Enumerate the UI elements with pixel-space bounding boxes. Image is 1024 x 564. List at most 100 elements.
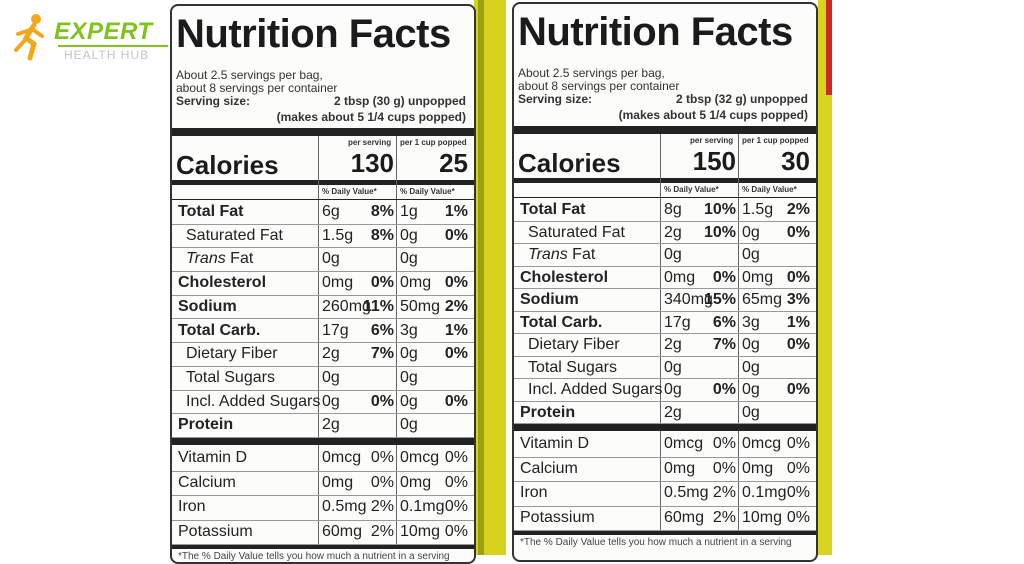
logo-sub-text: HEALTH HUB [64,48,150,62]
nutrient-name: Total Fat [520,201,586,218]
dv-per-serving: 0% [370,392,394,410]
vitamin-name: Vitamin D [178,449,248,466]
nutrient-name: Cholesterol [520,268,609,286]
package-strip-right-yellow [818,0,832,555]
dv-per-cup: 0% [444,392,468,410]
amount-per-cup: 0g [742,223,760,241]
dv-per-serving: 6% [370,321,394,339]
nutrient-row: Trans Fat 0g 0g [514,243,816,267]
per-cup-header: per 1 cup popped [400,138,467,147]
amount-per-serving: 0g [322,250,340,268]
footer-rule [172,545,474,549]
thick-rule [514,126,816,134]
amount-per-serving: 2g [664,223,682,241]
amount-per-cup: 0g [742,246,760,263]
nutrient-row: Total Fat 6g 8% 1g 1% [172,200,474,225]
daily-value-header-2: % Daily Value* [742,185,797,194]
nutrient-name: Total Sugars [186,368,275,386]
amount-per-serving: 0mg [322,274,354,292]
daily-value-header-1: % Daily Value* [664,185,719,194]
nutrient-row: Total Fat 8g 10% 1.5g 2% [514,198,816,222]
column-divider-2 [738,134,739,534]
amount-per-serving: 0g [322,392,340,410]
amount-per-serving: 340mg [664,291,713,308]
dv-per-cup: 1% [786,313,810,331]
calories-per-cup: 25 [439,148,468,178]
column-divider-1 [660,134,661,534]
vitamin-dv-per-serving: 0% [370,449,394,466]
nutrient-row: Sodium 260mg 11% 50mg 2% [172,295,474,320]
amount-per-serving: 0g [322,368,340,386]
amount-per-cup: 3g [742,313,760,331]
nutrient-row: Trans Fat 0g 0g [172,247,474,273]
nutrient-row: Sodium 340mg 15% 65mg 3% [514,288,816,312]
dv-per-serving: 10% [703,223,736,241]
per-serving-header: per serving [690,136,734,145]
dv-per-cup: 0% [444,274,468,292]
vitamin-amount-per-cup: 0.1mg [742,484,787,501]
nutrient-name: Cholesterol [178,274,267,292]
vitamin-amount-per-serving: 60mg [664,508,705,526]
dv-per-cup: 0% [444,345,468,363]
vitamin-name: Vitamin D [520,435,590,452]
vitamin-dv-per-cup: 0% [444,449,468,466]
dv-per-serving: 6% [712,313,736,331]
dv-per-cup: 1% [444,203,468,220]
dv-per-serving: 8% [370,226,394,244]
daily-value-header-2: % Daily Value* [400,187,455,196]
dv-per-cup: 0% [786,381,810,398]
amount-per-cup: 0g [742,336,760,353]
amount-per-serving: 6g [322,203,340,220]
nutrient-name: Protein [520,403,576,421]
per-cup-header: per 1 cup popped [742,136,809,145]
nutrient-name: Dietary Fiber [528,336,620,353]
vitamin-row: Iron 0.5mg 2% 0.1mg 0% [514,481,816,507]
nutrient-name: Trans Fat [528,246,596,263]
amount-per-serving: 1.5g [322,226,354,244]
vitamin-amount-per-cup: 0mg [742,459,774,477]
vitamin-amount-per-serving: 0mg [322,473,354,491]
nutrient-row: Saturated Fat 1.5g 8% 0g 0% [172,224,474,249]
nutrient-name: Protein [178,416,234,434]
expert-health-hub-logo[interactable]: EXPERT HEALTH HUB [8,10,168,66]
nutrient-name: Sodium [178,297,237,315]
nutrient-row: Saturated Fat 2g 10% 0g 0% [514,221,816,244]
vitamin-name: Potassium [178,522,253,540]
nutrient-name: Incl. Added Sugars [186,392,321,410]
dv-per-cup: 1% [444,321,468,339]
dv-per-serving: 8% [370,203,394,220]
vitamin-amount-per-cup: 10mg [400,522,441,540]
amount-per-cup: 0g [400,250,418,268]
serving-size-value: 2 tbsp (32 g) unpopped [676,92,808,106]
column-divider-2 [396,136,397,546]
dv-per-serving: 10% [703,201,736,218]
vitamin-dv-per-cup: 0% [786,484,810,501]
nutrient-row: Incl. Added Sugars 0g 0% 0g 0% [172,390,474,415]
vitamin-amount-per-cup: 10mg [742,508,783,526]
vitamin-name: Iron [178,498,206,515]
amount-per-cup: 0g [400,416,418,434]
vitamin-dv-per-cup: 0% [786,508,810,526]
vitamin-amount-per-cup: 0mcg [400,449,440,466]
dv-per-cup: 0% [786,336,810,353]
servings-per-container: about 8 servings per container [176,81,338,95]
vitamin-dv-per-serving: 2% [370,522,394,540]
amount-per-serving: 2g [322,416,340,434]
amount-per-serving: 0g [664,358,682,376]
makes-popped-line: (makes about 5 1/4 cups popped) [618,108,808,122]
vitamin-amount-per-serving: 0mg [664,459,696,477]
dv-per-cup: 0% [786,223,810,241]
dv-per-serving: 7% [370,345,394,363]
vitamin-amount-per-serving: 0.5mg [322,498,367,515]
dv-per-cup: 3% [786,291,810,308]
calories-per-serving: 130 [350,148,394,178]
calories-label: Calories [518,148,621,178]
nutrient-row: Cholesterol 0mg 0% 0mg 0% [514,266,816,289]
nutrient-name: Saturated Fat [528,223,625,241]
amount-per-serving: 2g [322,345,340,363]
calories-rule [514,178,816,183]
vitamin-amount-per-cup: 0mg [400,473,432,491]
column-divider-1 [318,136,319,546]
vitamin-amount-per-cup: 0.1mg [400,498,445,515]
calories-per-serving: 150 [692,146,736,176]
